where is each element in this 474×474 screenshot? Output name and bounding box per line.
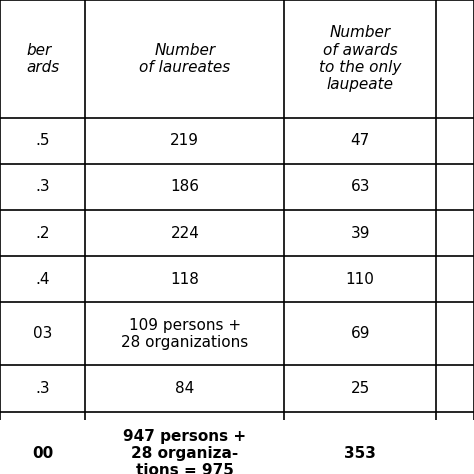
Text: .2: .2 — [36, 226, 50, 240]
Text: .3: .3 — [36, 381, 50, 396]
Text: 84: 84 — [175, 381, 194, 396]
Text: 186: 186 — [170, 179, 200, 194]
Text: .3: .3 — [36, 179, 50, 194]
Text: 219: 219 — [170, 133, 200, 148]
Text: 109 persons +
28 organizations: 109 persons + 28 organizations — [121, 318, 248, 350]
Text: 03: 03 — [33, 326, 52, 341]
Text: .5: .5 — [36, 133, 50, 148]
Text: 39: 39 — [350, 226, 370, 240]
Text: 224: 224 — [171, 226, 199, 240]
Text: 00: 00 — [32, 446, 53, 461]
Text: ber
ards: ber ards — [26, 43, 59, 75]
Text: 353: 353 — [344, 446, 376, 461]
Text: 69: 69 — [350, 326, 370, 341]
Text: 25: 25 — [351, 381, 370, 396]
Text: 118: 118 — [171, 272, 199, 287]
Text: 110: 110 — [346, 272, 374, 287]
Text: 947 persons +
28 organiza-
tions = 975: 947 persons + 28 organiza- tions = 975 — [123, 428, 246, 474]
Text: 63: 63 — [350, 179, 370, 194]
Text: Number
of awards
to the only
lauреate: Number of awards to the only lauреate — [319, 25, 401, 92]
Text: Number
of laureates: Number of laureates — [139, 43, 230, 75]
Text: .4: .4 — [36, 272, 50, 287]
Text: 47: 47 — [351, 133, 370, 148]
